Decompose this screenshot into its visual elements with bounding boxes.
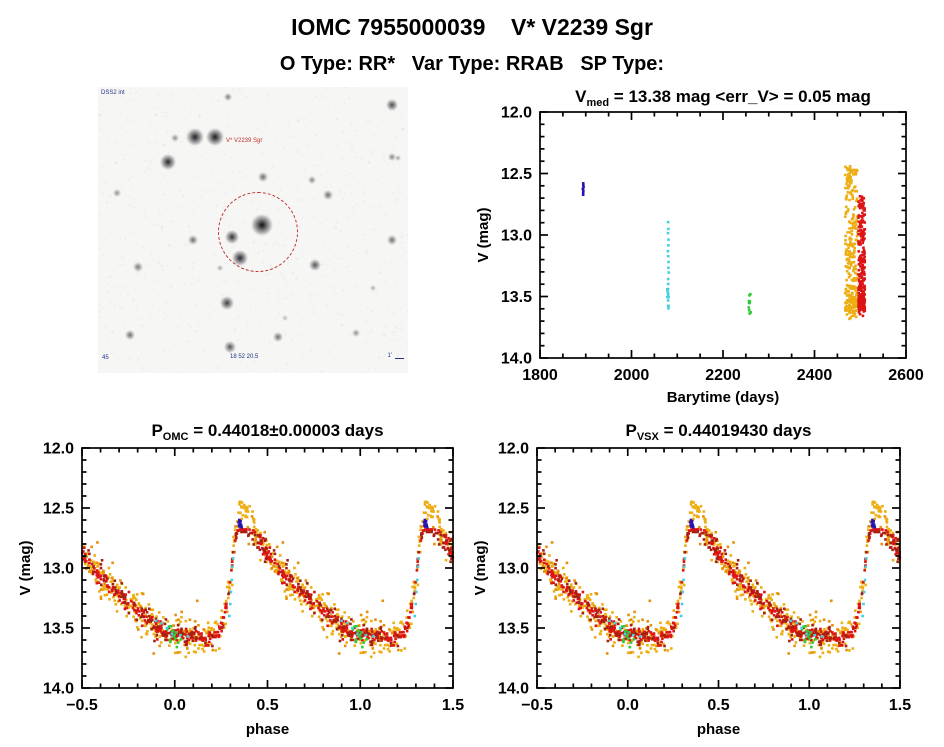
pvsx-axes bbox=[536, 447, 901, 689]
phase-plot-omc-svg: −0.5 0.0 0.5 1.0 1.5 12.0 12.5 13.0 13.5 14.0 phas… bbox=[17, 421, 464, 738]
svg-text:2400: 2400 bbox=[797, 367, 833, 384]
svg-text:13.0: 13.0 bbox=[498, 561, 529, 578]
svg-text:13.5: 13.5 bbox=[498, 621, 529, 638]
svg-text:14.0: 14.0 bbox=[501, 351, 532, 368]
object-type-line: O Type: RR* Var Type: RRAB SP Type: bbox=[279, 53, 665, 75]
svg-text:V (mag): V (mag) bbox=[475, 207, 492, 262]
svg-text:2600: 2600 bbox=[888, 367, 924, 384]
svg-text:V (mag): V (mag) bbox=[17, 540, 34, 595]
barytime-points bbox=[581, 164, 867, 321]
barytime-plot-svg: 1800 2000 2200 2400 2600 12.0 12.5 13.0 13.5 14.0… bbox=[475, 87, 924, 406]
svg-text:Barytime (days): Barytime (days) bbox=[667, 389, 780, 406]
survey-label: DSS2 int bbox=[101, 90, 125, 96]
svg-text:14.0: 14.0 bbox=[43, 681, 74, 698]
phase-plot-vsx: −0.5 0.0 0.5 1.0 1.5 12.0 12.5 13.0 13.5 14.0 phas… bbox=[455, 408, 944, 747]
svg-text:13.0: 13.0 bbox=[501, 228, 532, 245]
svg-text:12.0: 12.0 bbox=[43, 441, 74, 458]
svg-text:1.0: 1.0 bbox=[349, 697, 371, 714]
svg-text:1.5: 1.5 bbox=[889, 697, 911, 714]
svg-text:13.0: 13.0 bbox=[43, 561, 74, 578]
barytime-axes bbox=[539, 111, 907, 359]
svg-text:PVSX = 0.44019430 days: PVSX = 0.44019430 days bbox=[625, 421, 811, 443]
target-circle bbox=[218, 192, 298, 272]
svg-text:−0.5: −0.5 bbox=[521, 697, 553, 714]
svg-text:2000: 2000 bbox=[614, 367, 650, 384]
pomc-points bbox=[80, 500, 455, 659]
barytime-plot: 1800 2000 2200 2400 2600 12.0 12.5 13.0 13.5 14.0… bbox=[450, 84, 944, 415]
svg-text:1.0: 1.0 bbox=[798, 697, 820, 714]
svg-text:phase: phase bbox=[697, 721, 740, 738]
svg-text:13.5: 13.5 bbox=[43, 621, 74, 638]
target-label: V* V2239 Sgr bbox=[226, 138, 263, 144]
scale-bar bbox=[395, 358, 404, 359]
scale-bar-label: 1' bbox=[387, 353, 392, 359]
finder-chart: DSS2 int V* V2239 Sgr 18 52 20.5 45 1' bbox=[98, 87, 408, 373]
phase-plot-vsx-svg: −0.5 0.0 0.5 1.0 1.5 12.0 12.5 13.0 13.5 14.0 phas… bbox=[472, 421, 911, 738]
svg-text:POMC = 0.44018±0.00003 days: POMC = 0.44018±0.00003 days bbox=[151, 421, 383, 443]
svg-text:V (mag): V (mag) bbox=[472, 540, 489, 595]
svg-text:Vmed = 13.38 mag <err_V> = 0.0: Vmed = 13.38 mag <err_V> = 0.05 mag bbox=[575, 87, 871, 109]
svg-text:1800: 1800 bbox=[522, 367, 558, 384]
coords-label: 18 52 20.5 bbox=[230, 354, 259, 360]
svg-text:0.0: 0.0 bbox=[617, 697, 639, 714]
page-title: IOMC 7955000039 V* V2239 Sgr bbox=[291, 14, 653, 40]
svg-text:13.5: 13.5 bbox=[501, 289, 532, 306]
svg-text:1.5: 1.5 bbox=[442, 697, 464, 714]
svg-text:−0.5: −0.5 bbox=[66, 697, 98, 714]
svg-text:12.0: 12.0 bbox=[498, 441, 529, 458]
svg-text:14.0: 14.0 bbox=[498, 681, 529, 698]
svg-text:0.0: 0.0 bbox=[164, 697, 186, 714]
corner-left-label: 45 bbox=[102, 355, 109, 361]
pvsx-points bbox=[535, 500, 902, 659]
svg-text:0.5: 0.5 bbox=[256, 697, 278, 714]
svg-text:2200: 2200 bbox=[705, 367, 741, 384]
svg-text:phase: phase bbox=[246, 721, 289, 738]
svg-text:12.5: 12.5 bbox=[501, 166, 532, 183]
svg-text:12.0: 12.0 bbox=[501, 105, 532, 122]
svg-text:12.5: 12.5 bbox=[498, 501, 529, 518]
svg-text:12.5: 12.5 bbox=[43, 501, 74, 518]
phase-plot-omc: −0.5 0.0 0.5 1.0 1.5 12.0 12.5 13.0 13.5 14.0 phas… bbox=[0, 408, 475, 747]
pomc-axes bbox=[81, 447, 454, 689]
svg-text:0.5: 0.5 bbox=[707, 697, 729, 714]
